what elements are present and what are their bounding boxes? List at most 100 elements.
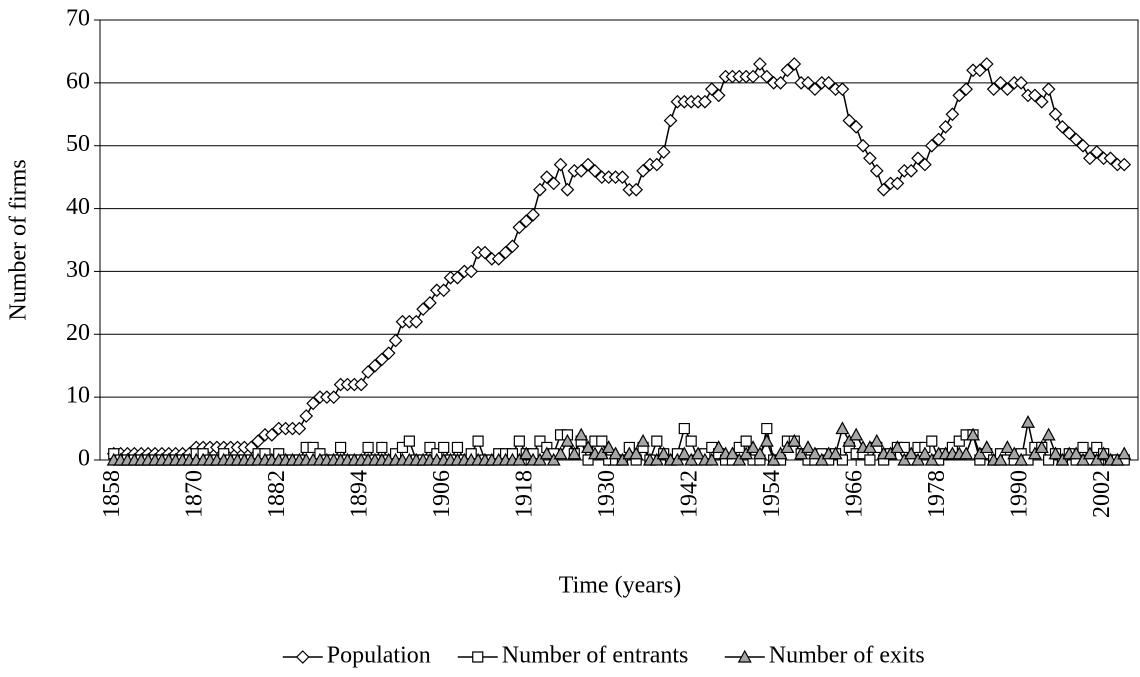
data-point — [403, 435, 415, 447]
data-point — [1117, 157, 1132, 172]
y-tick-label: 60 — [66, 68, 90, 94]
data-point — [472, 435, 484, 447]
legend-marker — [295, 650, 310, 664]
data-point — [814, 452, 829, 466]
x-tick-label: 1894 — [347, 470, 373, 518]
data-point — [438, 441, 450, 454]
data-point — [869, 164, 884, 178]
data-point — [1077, 441, 1089, 454]
data-point — [1014, 452, 1029, 466]
data-point — [979, 440, 994, 454]
data-point — [801, 76, 815, 90]
data-point — [739, 446, 754, 460]
data-point — [993, 76, 1008, 90]
legend-marker — [472, 651, 484, 663]
data-point — [553, 446, 568, 460]
x-tick-label: 1942 — [677, 470, 703, 518]
data-point — [973, 63, 987, 78]
data-point — [746, 440, 761, 454]
data-point — [615, 452, 630, 466]
data-point — [931, 132, 946, 147]
data-point — [670, 452, 685, 466]
data-point — [761, 422, 773, 435]
data-point — [361, 365, 375, 379]
data-point — [416, 302, 430, 316]
data-point — [265, 428, 279, 442]
data-point — [691, 446, 706, 460]
data-point — [451, 441, 464, 454]
data-point — [368, 358, 382, 373]
data-point — [869, 433, 884, 447]
y-tick-label: 0 — [78, 446, 90, 472]
x-tick-label: 1858 — [99, 470, 125, 518]
data-point — [924, 138, 939, 153]
x-tick-label: 1966 — [842, 470, 868, 518]
data-point — [835, 421, 850, 435]
data-point — [376, 441, 388, 454]
data-point — [959, 82, 973, 96]
data-point — [519, 214, 534, 228]
x-tick-label: 1978 — [924, 470, 950, 518]
data-point — [801, 440, 816, 454]
data-point — [698, 94, 712, 109]
data-point — [649, 452, 664, 466]
data-point — [636, 433, 651, 447]
data-point — [842, 433, 857, 447]
y-tick-label: 10 — [66, 383, 90, 409]
data-point — [917, 446, 932, 460]
data-point — [512, 220, 527, 235]
legend-label: Number of entrants — [502, 643, 689, 669]
data-point — [876, 182, 891, 197]
data-point — [711, 88, 726, 103]
data-point — [354, 377, 369, 392]
x-tick-label: 1954 — [759, 470, 785, 518]
data-point — [1069, 132, 1083, 147]
data-point — [904, 164, 919, 178]
data-point — [704, 452, 719, 466]
x-tick-label: 1918 — [512, 470, 538, 518]
data-point — [849, 427, 864, 441]
data-point — [532, 452, 547, 466]
data-point — [890, 440, 905, 454]
data-point — [381, 346, 396, 360]
data-point — [945, 107, 960, 122]
data-point — [539, 446, 554, 460]
legend-label: Population — [327, 643, 431, 669]
y-tick-label: 20 — [66, 320, 90, 346]
data-point — [821, 76, 836, 90]
data-point — [911, 452, 926, 466]
data-point — [1075, 452, 1091, 466]
data-point — [1069, 446, 1084, 460]
x-tick-label: 2002 — [1089, 470, 1115, 518]
data-point — [1055, 120, 1070, 134]
data-point — [856, 138, 870, 153]
data-point — [539, 170, 554, 184]
data-point — [1041, 427, 1056, 441]
data-point — [596, 435, 608, 447]
data-point — [629, 446, 644, 460]
data-point — [588, 164, 602, 178]
data-point — [849, 120, 864, 134]
data-point — [574, 164, 589, 178]
data-point — [1083, 151, 1097, 166]
data-point — [972, 446, 987, 460]
data-point — [924, 452, 939, 466]
data-point — [513, 435, 525, 447]
data-point — [505, 239, 520, 254]
legend-label: Number of exits — [769, 643, 925, 669]
data-point — [883, 446, 898, 460]
data-point — [725, 446, 740, 460]
data-point — [794, 446, 809, 460]
data-point — [334, 441, 347, 454]
data-point — [979, 57, 994, 71]
data-point — [629, 182, 644, 197]
x-tick-label: 1930 — [594, 470, 620, 518]
data-point — [567, 446, 582, 460]
data-point — [601, 440, 616, 454]
data-point — [753, 57, 767, 71]
data-point — [1000, 440, 1015, 454]
x-tick-label: 1906 — [429, 470, 455, 518]
data-point — [897, 452, 912, 466]
data-point — [478, 245, 492, 260]
data-point — [864, 454, 876, 466]
